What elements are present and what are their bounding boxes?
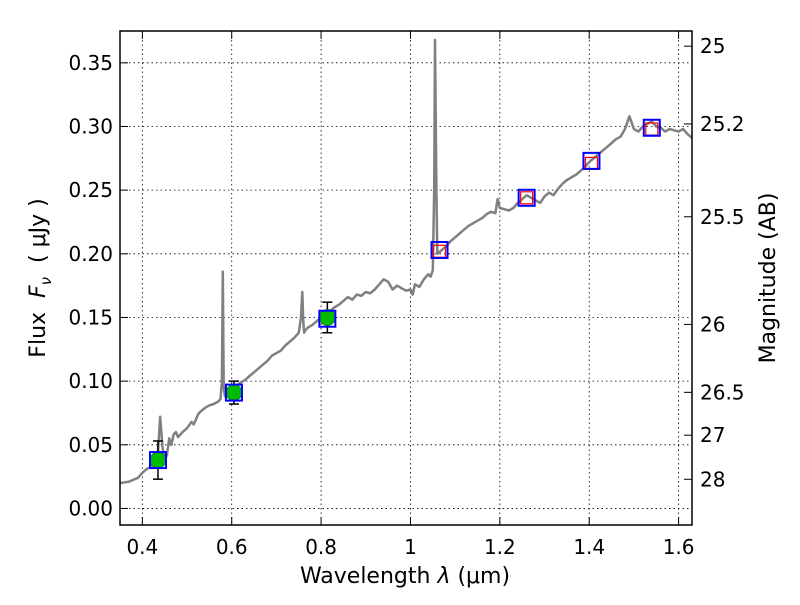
- x-tick-label: 0.8: [305, 535, 337, 559]
- blue-square-marker: [582, 151, 601, 170]
- blue-square-marker: [642, 118, 661, 137]
- x-tick-label: 1: [404, 535, 417, 559]
- y-tick-label: 0.10: [68, 369, 113, 393]
- x-tick-label: 1.6: [663, 535, 695, 559]
- y2-tick-label: 25.2: [700, 112, 745, 136]
- blue-square-marker: [148, 451, 167, 470]
- grid-layer: [120, 31, 692, 525]
- blue-square-marker: [318, 309, 337, 328]
- y2-tick-label: 27: [700, 423, 725, 447]
- green-data-point: [319, 309, 336, 326]
- tick-layer: 0.4 0.6 0.8 1 1.2 1.4 1.6 0.00 0.05 0.10 0.15 0.20 0…: [68, 31, 745, 559]
- x-tick-label: 1.4: [573, 535, 605, 559]
- y2-tick-label: 25: [700, 34, 725, 58]
- x-tick-label: 0.4: [126, 535, 158, 559]
- x-axis-label: Wavelength λ (μm): [300, 564, 510, 589]
- x-tick-label: 0.6: [216, 535, 248, 559]
- y-tick-label: 0.30: [68, 114, 113, 138]
- y2-tick-label: 26: [700, 312, 725, 336]
- y2-axis-label: Magnitude (AB): [756, 193, 781, 364]
- y-tick-label: 0.20: [68, 242, 113, 266]
- y-tick-label: 0.05: [68, 433, 113, 457]
- blue-square-marker: [430, 240, 449, 259]
- x-tick-label: 1.2: [484, 535, 516, 559]
- y-axis-label: Flux Fν ( μJy ): [26, 198, 55, 357]
- plot-layer: [119, 38, 693, 485]
- y2-tick-label: 28: [700, 467, 725, 491]
- axes-frame: [119, 30, 693, 526]
- blue-square-marker: [224, 383, 243, 402]
- y-tick-label: 0.00: [68, 496, 113, 520]
- y2-tick-label: 26.5: [700, 380, 745, 404]
- y-tick-label: 0.15: [68, 305, 113, 329]
- red-square-marker: [520, 191, 534, 205]
- green-data-point: [149, 451, 167, 469]
- green-data-point: [225, 384, 243, 401]
- blue-square-marker: [517, 188, 536, 207]
- y-tick-label: 0.25: [68, 178, 113, 202]
- y-tick-label: 0.35: [68, 51, 113, 75]
- spectrum-line: [119, 38, 693, 485]
- y2-tick-label: 25.5: [700, 205, 745, 229]
